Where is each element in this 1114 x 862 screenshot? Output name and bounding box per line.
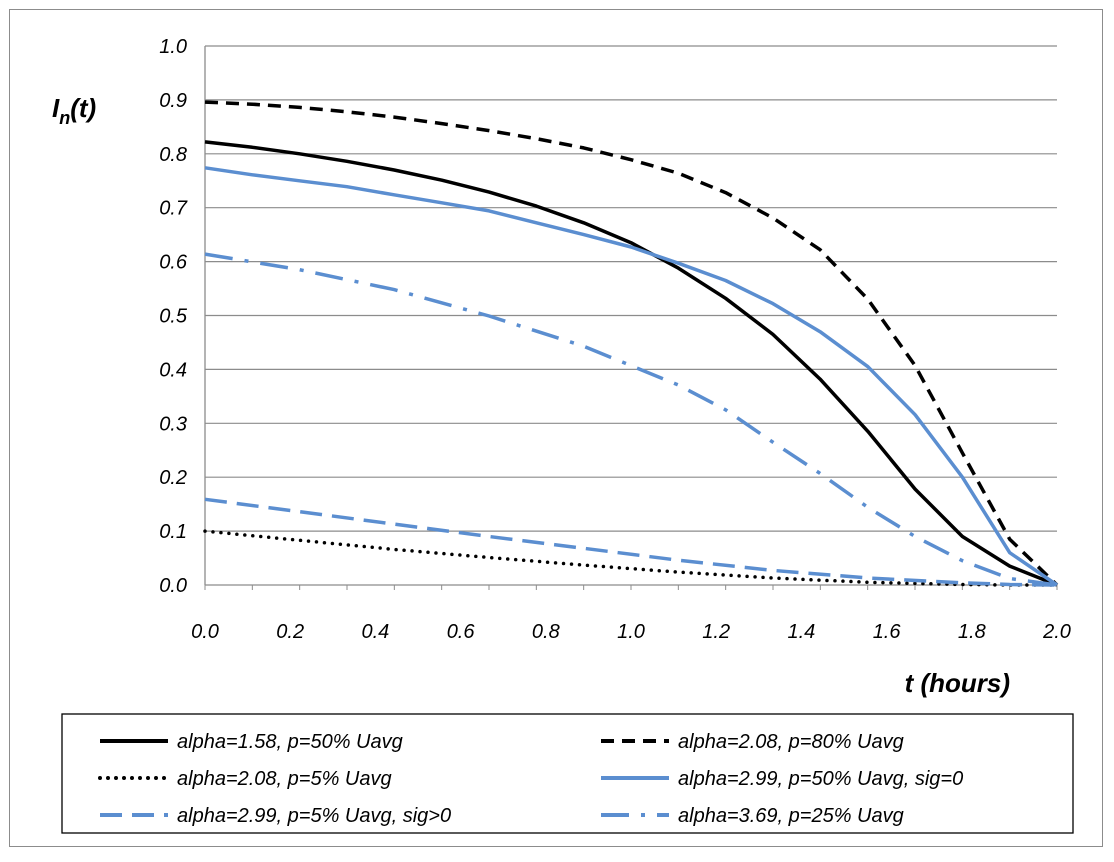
y-tick-label: 0.8 — [159, 144, 187, 166]
y-tick-label: 0.2 — [159, 467, 187, 489]
x-tick-label: 0.4 — [361, 621, 389, 643]
x-tick-label: 1.6 — [873, 621, 902, 643]
y-tick-label: 0.4 — [159, 359, 187, 381]
legend-label-1: alpha=1.58, p=50% Uavg — [177, 731, 403, 753]
y-tick-label: 0.3 — [159, 413, 187, 435]
legend-box — [61, 713, 1074, 834]
x-tick-label: 0.6 — [447, 621, 476, 643]
legend-label-5: alpha=2.99, p=5% Uavg, sig>0 — [177, 805, 451, 827]
legend-label-2: alpha=2.08, p=80% Uavg — [678, 731, 904, 753]
x-tick-label: 0.8 — [532, 621, 560, 643]
series-line-3 — [203, 529, 1059, 587]
series-line-2 — [204, 100, 1059, 587]
axes — [204, 46, 1058, 590]
series-line-1 — [204, 140, 1058, 587]
legend: alpha=1.58, p=50% Uavg alpha=2.08, p=80% … — [61, 713, 1074, 834]
y-axis-title: In(t) — [52, 93, 96, 128]
x-tick-label: 0.0 — [191, 621, 219, 643]
y-tick-label: 0.0 — [159, 575, 187, 597]
x-tick-label: 0.2 — [276, 621, 304, 643]
y-tick-label: 1.0 — [159, 36, 187, 58]
y-tick-label: 0.5 — [159, 306, 188, 328]
series-line-4 — [204, 166, 1058, 587]
plot-series — [203, 100, 1059, 587]
series-line-5 — [204, 497, 1058, 587]
y-tick-label: 0.1 — [159, 521, 187, 543]
y-tick-label: 0.6 — [159, 252, 188, 274]
tick-labels: 0.0 0.1 0.2 0.3 0.4 0.5 0.6 0.7 0.8 0.9 1.0 0.0 0.2 0… — [159, 36, 1071, 643]
x-tick-label: 2.0 — [1042, 621, 1071, 643]
x-tick-label: 1.2 — [702, 621, 730, 643]
y-tick-label: 0.9 — [159, 90, 187, 112]
y-tick-label: 0.7 — [159, 198, 188, 220]
x-tick-label: 1.4 — [787, 621, 815, 643]
series-line-6 — [204, 252, 1058, 587]
legend-label-4: alpha=2.99, p=50% Uavg, sig=0 — [678, 768, 963, 790]
chart-frame — [9, 9, 1103, 847]
x-tick-label: 1.0 — [617, 621, 645, 643]
legend-label-3: alpha=2.08, p=5% Uavg — [177, 768, 392, 790]
legend-label-6: alpha=3.69, p=25% Uavg — [678, 805, 904, 827]
gridlines — [205, 45, 1057, 532]
x-tick-label: 1.8 — [958, 621, 986, 643]
x-axis-title: t (hours) — [905, 668, 1010, 698]
